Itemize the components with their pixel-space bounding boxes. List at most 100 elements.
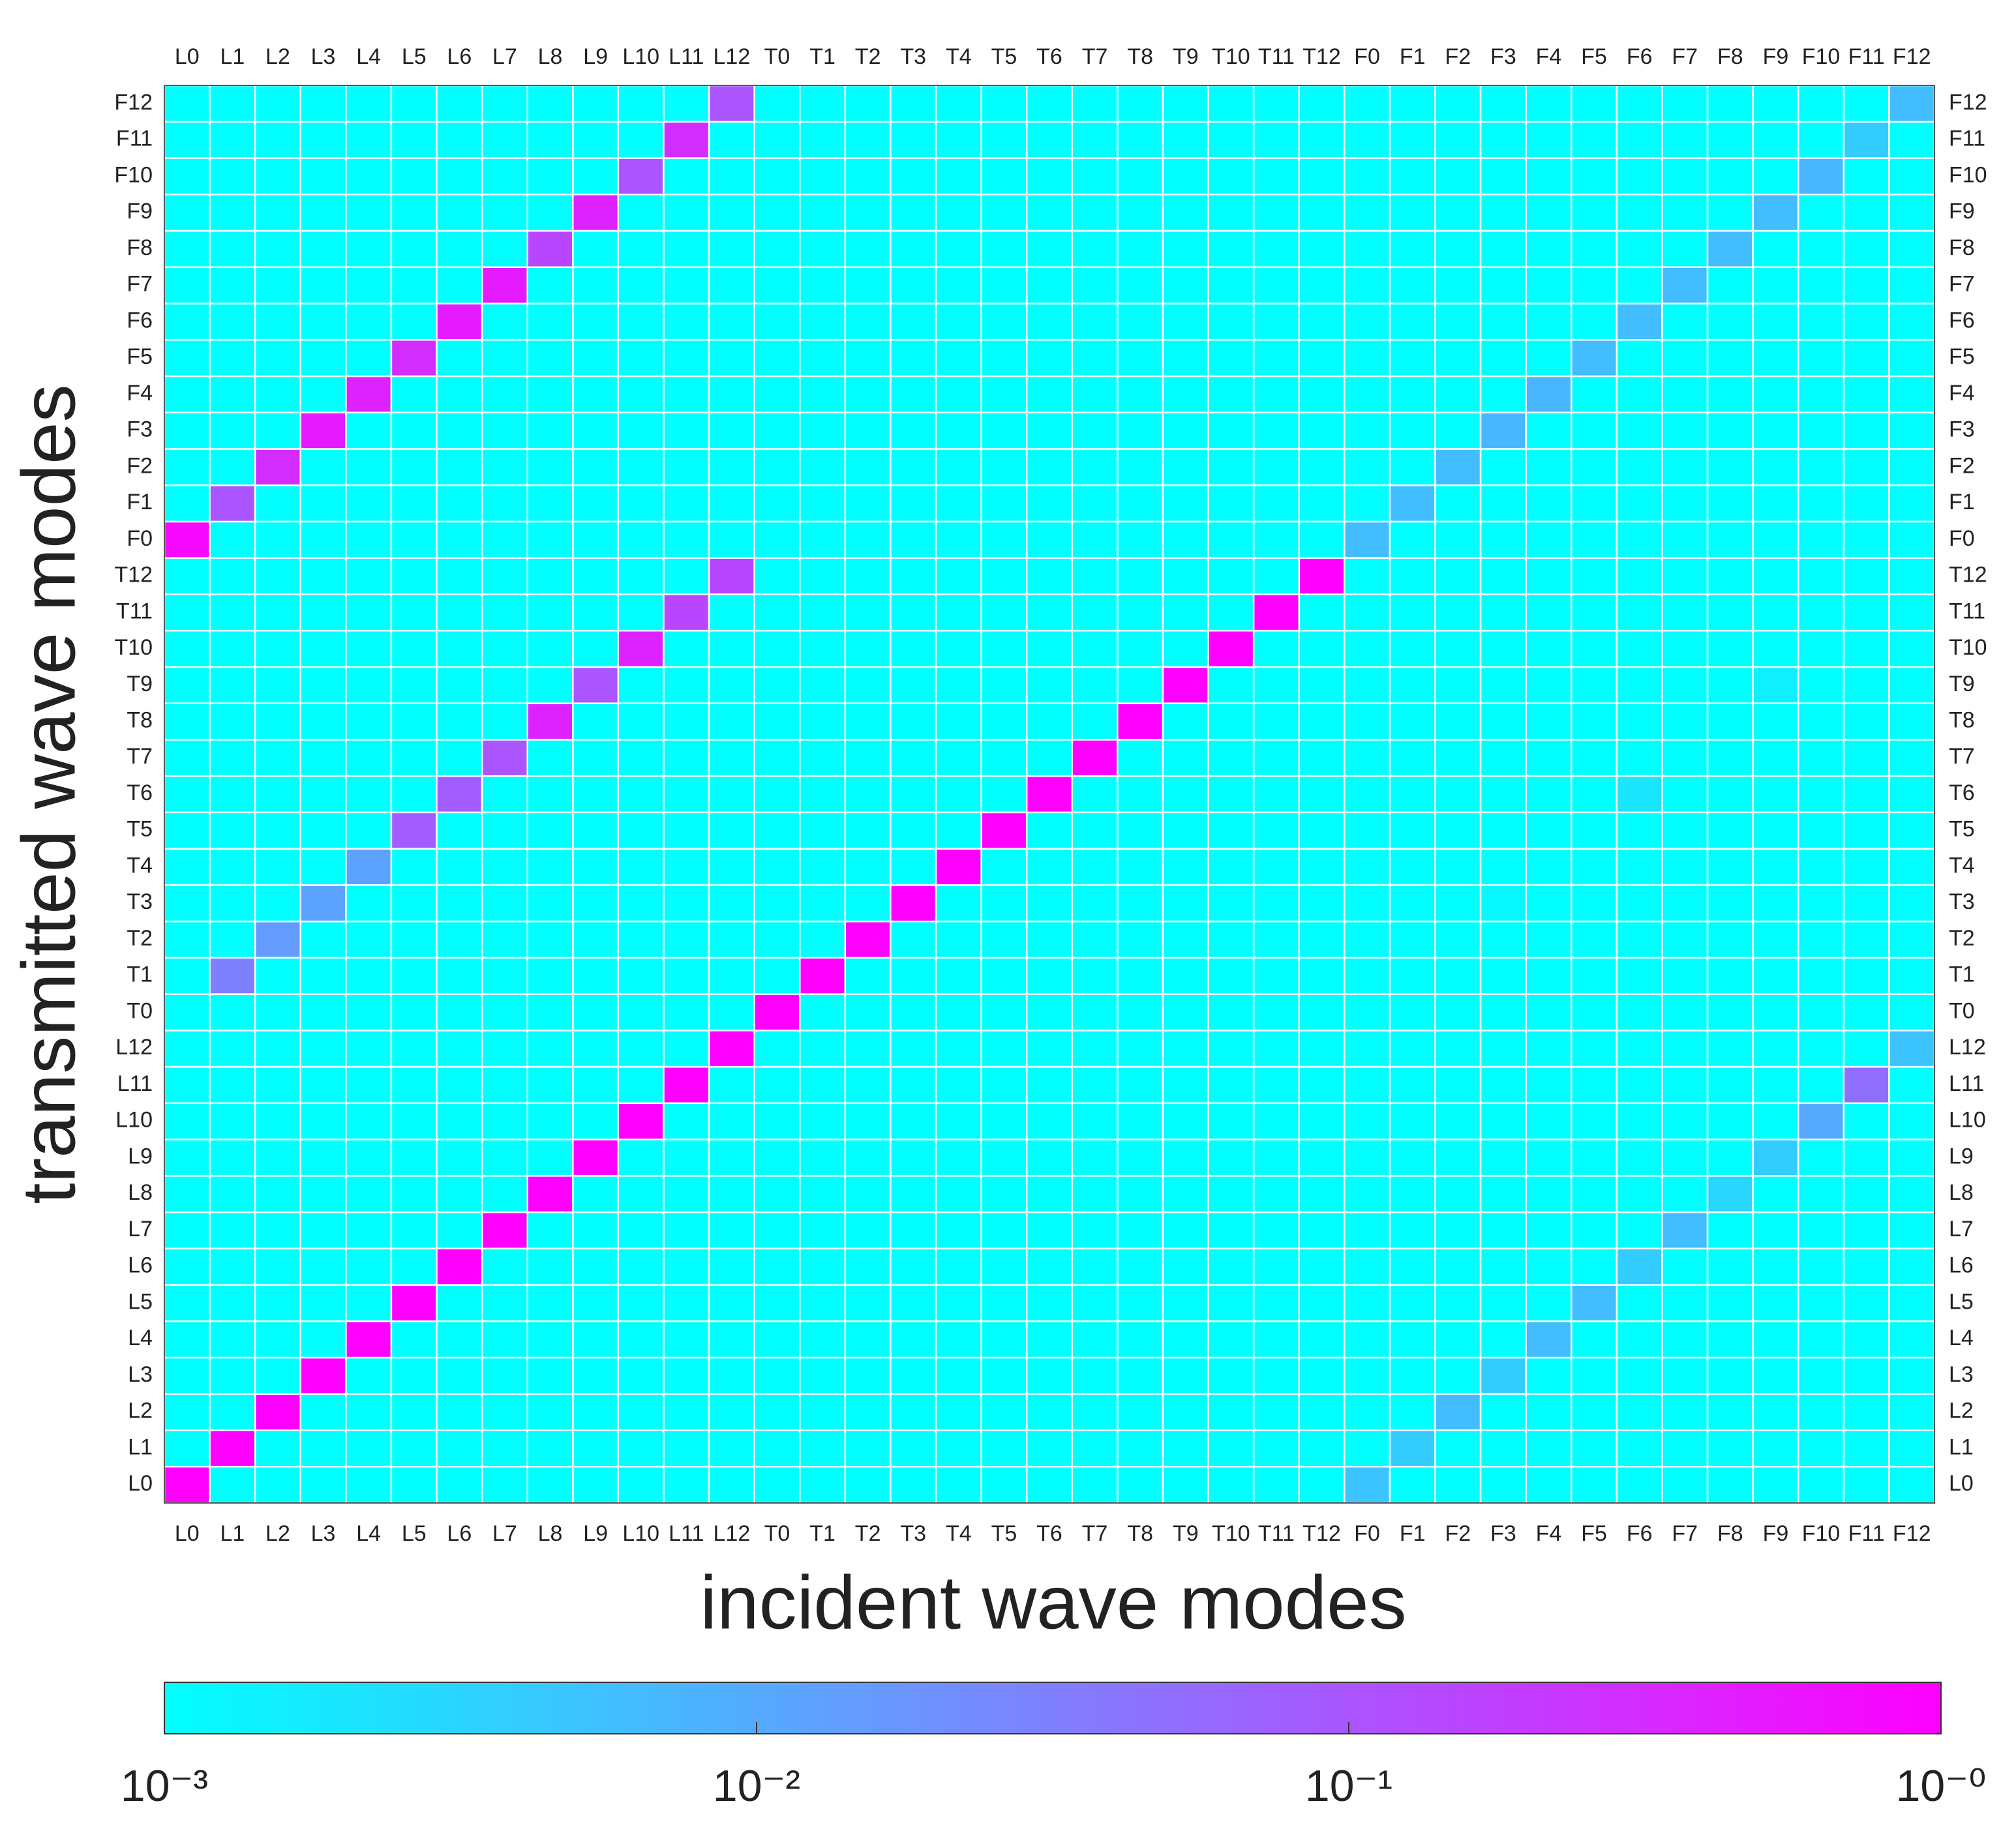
heatmap-cell bbox=[1797, 666, 1845, 704]
heatmap-cell bbox=[1071, 84, 1119, 123]
heatmap-cell bbox=[1706, 993, 1754, 1032]
heatmap-cell bbox=[1434, 702, 1482, 741]
heatmap-cell bbox=[1525, 121, 1572, 159]
heatmap-cell bbox=[1344, 1320, 1391, 1359]
heatmap-cell bbox=[890, 448, 937, 486]
heatmap-cell bbox=[935, 593, 982, 632]
heatmap-cell bbox=[1207, 884, 1255, 923]
heatmap-cell bbox=[1843, 520, 1890, 559]
heatmap-cell bbox=[1344, 1175, 1391, 1213]
heatmap-cell bbox=[1843, 557, 1890, 595]
heatmap-cell bbox=[481, 157, 528, 196]
heatmap-cell bbox=[1479, 230, 1527, 268]
heatmap-cell bbox=[617, 993, 665, 1032]
heatmap-cell bbox=[1298, 266, 1346, 305]
heatmap-cell bbox=[163, 375, 211, 413]
heatmap-cell bbox=[1025, 1175, 1074, 1213]
heatmap-cell bbox=[844, 1138, 892, 1177]
heatmap-cell bbox=[935, 1356, 982, 1395]
heatmap-cell bbox=[436, 303, 483, 341]
heatmap-cell bbox=[1752, 1466, 1799, 1504]
heatmap-cell bbox=[708, 593, 755, 632]
heatmap-cell bbox=[1797, 957, 1845, 995]
heatmap-cell bbox=[1752, 920, 1799, 959]
heatmap-cell bbox=[1389, 557, 1436, 595]
heatmap-cell bbox=[1298, 121, 1346, 159]
heatmap-cell bbox=[1661, 484, 1709, 523]
heatmap-cell bbox=[1888, 193, 1936, 232]
heatmap-cell bbox=[572, 775, 620, 814]
heatmap-cell bbox=[1389, 884, 1436, 923]
heatmap-cell bbox=[163, 666, 211, 704]
heatmap-cell bbox=[617, 411, 665, 450]
heatmap-cell bbox=[390, 1102, 438, 1140]
heatmap-cell bbox=[1616, 557, 1663, 595]
heatmap-cell bbox=[799, 375, 847, 413]
heatmap-cell bbox=[1888, 1429, 1936, 1468]
heatmap-cell bbox=[1344, 1356, 1391, 1395]
heatmap-cell bbox=[345, 1175, 393, 1213]
heatmap-cell bbox=[436, 1393, 483, 1431]
heatmap-cell bbox=[663, 848, 710, 886]
heatmap-cell bbox=[708, 1284, 755, 1322]
heatmap-cell bbox=[753, 157, 801, 196]
heatmap-cell bbox=[890, 1138, 937, 1177]
heatmap-cell bbox=[663, 84, 710, 123]
y-tick-label: L1 bbox=[128, 1435, 153, 1459]
x-tick-label: L11 bbox=[669, 44, 704, 69]
heatmap-cell bbox=[980, 739, 1028, 777]
heatmap-cell bbox=[890, 702, 937, 741]
heatmap-cell bbox=[209, 1393, 256, 1431]
heatmap-cell bbox=[481, 1030, 528, 1068]
y-tick-label: T5 bbox=[1949, 817, 1975, 842]
heatmap-cell bbox=[1479, 957, 1527, 995]
heatmap-cell bbox=[163, 1393, 211, 1431]
heatmap-cell bbox=[1252, 920, 1300, 959]
heatmap-cell bbox=[980, 411, 1028, 450]
heatmap-cell bbox=[163, 593, 211, 632]
heatmap-cell bbox=[1298, 1211, 1346, 1250]
heatmap-cell bbox=[299, 121, 347, 159]
x-tick-label: F1 bbox=[1400, 44, 1426, 69]
heatmap-cell bbox=[1888, 557, 1936, 595]
heatmap-cell bbox=[1117, 629, 1164, 668]
heatmap-cell bbox=[1252, 1429, 1300, 1468]
heatmap-cell bbox=[708, 629, 755, 668]
heatmap-cell bbox=[1797, 1175, 1845, 1213]
heatmap-cell bbox=[254, 411, 302, 450]
heatmap-cell bbox=[935, 1284, 982, 1322]
heatmap-cell bbox=[254, 230, 302, 268]
heatmap-cell bbox=[345, 1284, 393, 1322]
heatmap-cell bbox=[572, 811, 620, 850]
heatmap-cell bbox=[163, 1356, 211, 1395]
heatmap-cell bbox=[299, 1429, 347, 1468]
heatmap-cell bbox=[980, 1320, 1028, 1359]
heatmap-cell bbox=[254, 266, 302, 305]
y-tick-label: T7 bbox=[127, 744, 153, 769]
heatmap-cell bbox=[617, 1466, 665, 1504]
heatmap-cell bbox=[1162, 1356, 1209, 1395]
y-tick-label: T6 bbox=[127, 781, 153, 805]
heatmap-cell bbox=[1298, 1175, 1346, 1213]
heatmap-cell bbox=[799, 303, 847, 341]
heatmap-cell bbox=[980, 1175, 1028, 1213]
heatmap-cell bbox=[1389, 1247, 1436, 1286]
x-tick-label: F3 bbox=[1490, 44, 1516, 69]
heatmap-cell bbox=[1252, 448, 1300, 486]
heatmap-cell bbox=[1525, 811, 1572, 850]
heatmap-cell bbox=[572, 1466, 620, 1504]
heatmap-cell bbox=[1616, 230, 1663, 268]
heatmap-cell bbox=[1025, 1102, 1074, 1140]
heatmap-cell bbox=[844, 629, 892, 668]
heatmap-cell bbox=[890, 993, 937, 1032]
heatmap-cell bbox=[1434, 1320, 1482, 1359]
heatmap-cell bbox=[663, 1284, 710, 1322]
heatmap-cell bbox=[526, 884, 574, 923]
heatmap-cell bbox=[753, 1393, 801, 1431]
heatmap-cell bbox=[1479, 193, 1527, 232]
x-tick-label: L9 bbox=[583, 44, 608, 69]
heatmap-cell bbox=[1797, 775, 1845, 814]
heatmap-cell bbox=[1207, 1030, 1255, 1068]
heatmap-cell bbox=[1117, 775, 1164, 814]
heatmap-cell bbox=[1752, 593, 1799, 632]
